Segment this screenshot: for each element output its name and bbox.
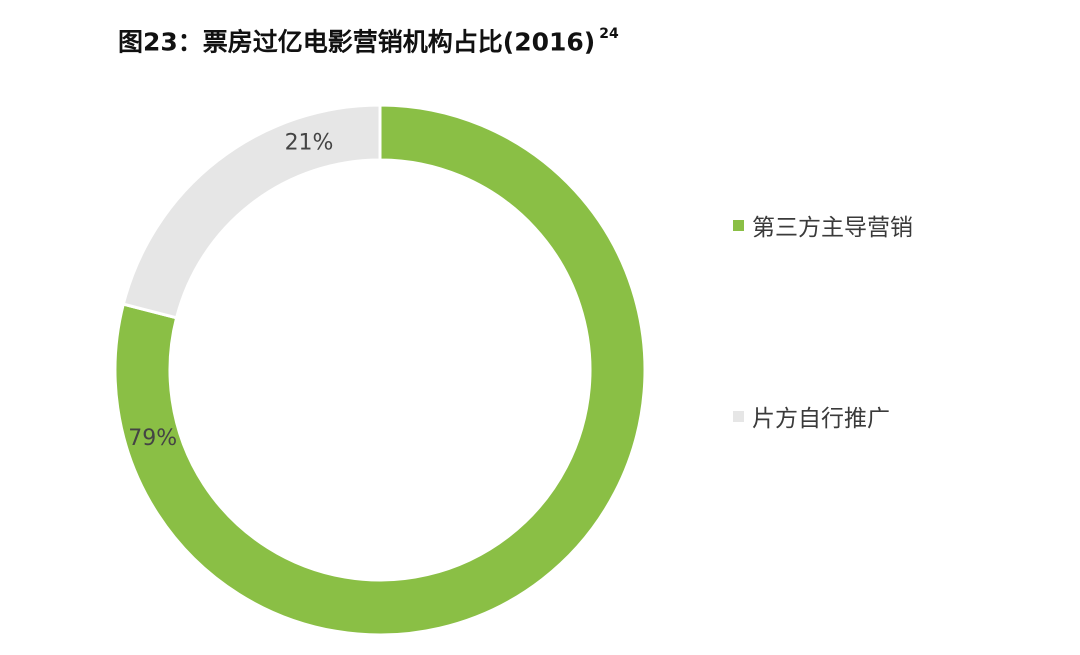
chart-title: 图23：票房过亿电影营销机构占比(2016) 24 <box>118 20 619 59</box>
data-label-2: 21% <box>285 130 334 155</box>
legend-swatch-1 <box>733 219 744 231</box>
legend-item-2: 片方自行推广 <box>733 399 890 433</box>
chart-title-footnote: 24 <box>599 26 619 42</box>
legend-label-2: 片方自行推广 <box>752 406 890 432</box>
chart-title-text: 图23：票房过亿电影营销机构占比(2016) <box>118 27 596 57</box>
donut-slice-1 <box>113 103 647 637</box>
legend-swatch-2 <box>733 410 744 422</box>
donut-slice-2 <box>121 103 382 320</box>
data-label-1: 79% <box>128 426 177 451</box>
legend-label-1: 第三方主导营销 <box>752 215 913 241</box>
legend-item-1: 第三方主导营销 <box>733 208 913 242</box>
